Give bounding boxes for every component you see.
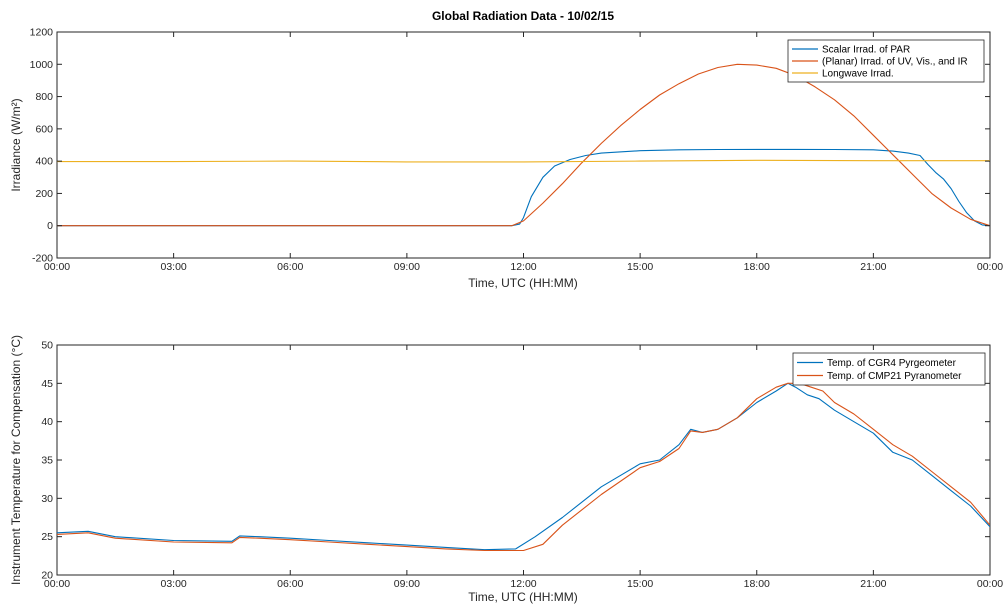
x-tick-label: 09:00 <box>394 261 420 273</box>
legend-box <box>787 39 985 83</box>
x-tick-label: 06:00 <box>277 261 303 273</box>
y-tick-label: 45 <box>41 378 53 390</box>
irradiance-chart: Global Radiation Data - 10/02/15 00:00 03… <box>9 9 1003 290</box>
x-tick-label: 06:00 <box>277 578 303 590</box>
x-tick-label: 15:00 <box>627 261 653 273</box>
series-layer <box>57 382 990 552</box>
y-tick-label: 20 <box>41 570 53 582</box>
x-axis-label: Time, UTC (HH:MM) <box>468 590 578 604</box>
y-tick-label: 35 <box>41 455 53 467</box>
legend-entry: Scalar Irrad. of PAR <box>822 45 910 56</box>
legend-entry: Temp. of CMP21 Pyranometer <box>827 371 962 382</box>
x-axis-label: Time, UTC (HH:MM) <box>468 276 578 290</box>
chart-title: Global Radiation Data - 10/02/15 <box>432 9 614 23</box>
series-line-2 <box>57 382 990 552</box>
legend-entry: Longwave Irrad. <box>822 69 894 80</box>
legend-entry: (Planar) Irrad. of UV, Vis., and IR <box>822 57 968 68</box>
x-tick-label: 09:00 <box>394 578 420 590</box>
x-tick-label: 03:00 <box>160 578 186 590</box>
y-tick-label: 50 <box>41 340 53 352</box>
y-tick-label: 25 <box>41 531 53 543</box>
y-tick-label: 1000 <box>30 59 54 71</box>
x-tick-label: 15:00 <box>627 578 653 590</box>
x-tick-label: 12:00 <box>510 578 536 590</box>
legend: Temp. of CGR4 Pyrgeometer Temp. of CMP21 … <box>792 352 986 386</box>
series-line-1 <box>57 382 990 551</box>
x-tick-label: 00:00 <box>44 261 70 273</box>
y-axis-label: Irradiance (W/m²) <box>9 98 23 191</box>
legend-box <box>792 352 986 386</box>
x-tick-label: 18:00 <box>744 578 770 590</box>
y-tick-label: 30 <box>41 493 53 505</box>
legend-entry: Temp. of CGR4 Pyrgeometer <box>827 358 957 369</box>
x-tick-label: 21:00 <box>860 261 886 273</box>
x-tick-label: 00:00 <box>977 578 1003 590</box>
x-tick-label: 21:00 <box>860 578 886 590</box>
y-tick-label: 1200 <box>30 27 54 39</box>
series-layer <box>57 63 990 227</box>
x-tick-label: 00:00 <box>977 261 1003 273</box>
y-tick-label: 600 <box>35 123 53 135</box>
y-tick-label: 400 <box>35 156 53 168</box>
x-tick-label: 00:00 <box>44 578 70 590</box>
y-tick-label: 0 <box>47 220 53 232</box>
series-line-3 <box>57 159 990 163</box>
y-tick-label: -200 <box>32 253 53 265</box>
y-tick-label: 40 <box>41 416 53 428</box>
series-line-2 <box>57 63 990 227</box>
axis-ticks: 00:00 03:00 06:00 09:00 12:00 15:00 18:00 21:00… <box>30 27 1004 274</box>
y-tick-label: 800 <box>35 91 53 103</box>
y-tick-label: 200 <box>35 188 53 200</box>
x-tick-label: 12:00 <box>510 261 536 273</box>
series-line-1 <box>57 148 990 227</box>
y-axis-label: Instrument Temperature for Compensation … <box>9 335 23 585</box>
x-tick-label: 03:00 <box>160 261 186 273</box>
axis-ticks: 00:00 03:00 06:00 09:00 12:00 15:00 18:00 21:00… <box>41 340 1003 591</box>
legend: Scalar Irrad. of PAR(Planar) Irrad. of U… <box>787 39 985 83</box>
temperature-chart: 00:00 03:00 06:00 09:00 12:00 15:00 18:00 21:00… <box>9 335 1003 604</box>
x-tick-label: 18:00 <box>744 261 770 273</box>
